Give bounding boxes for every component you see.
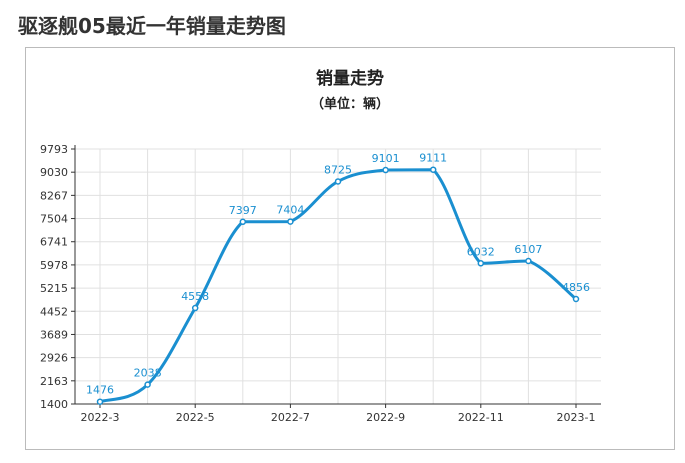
y-tick-label: 2926	[40, 352, 68, 365]
data-label: 7397	[229, 204, 257, 217]
series-line	[99, 168, 577, 404]
data-point	[429, 166, 437, 173]
y-tick-label: 7504	[40, 213, 68, 226]
data-label: 4558	[181, 290, 209, 303]
data-point	[477, 260, 485, 267]
line-chart: 1400 2163 2926 3689 4452 5215 5978 6741 7504 8267…	[40, 143, 601, 424]
data-point	[191, 304, 199, 312]
x-tick-label: 2023-1	[557, 411, 596, 424]
y-tick-label: 9793	[40, 143, 68, 156]
data-point	[525, 257, 532, 265]
y-tick-label: 2163	[40, 375, 68, 388]
data-point	[239, 218, 247, 226]
x-tick-label: 2022-7	[271, 411, 310, 424]
x-tick-label: 2022-11	[458, 411, 504, 424]
y-tick-label: 4452	[40, 305, 68, 318]
data-label: 7404	[276, 204, 304, 217]
y-tick-label: 5978	[40, 259, 68, 272]
chart-title: 销量走势	[316, 69, 384, 89]
x-tick-label: 2022-5	[176, 411, 215, 424]
y-tick-label: 3689	[40, 328, 68, 341]
x-tick-label: 2022-3	[81, 411, 120, 424]
data-point	[144, 381, 151, 388]
data-point	[334, 178, 342, 185]
y-tick-label: 6741	[40, 236, 68, 249]
y-tick-label: 1400	[40, 398, 68, 411]
page-heading: 驱逐舰05最近一年销量走势图	[18, 14, 286, 38]
data-label: 9111	[419, 152, 447, 165]
data-point	[382, 166, 389, 174]
y-tick-label: 5215	[40, 282, 68, 295]
y-tick-label: 9030	[40, 166, 68, 179]
x-tick-label: 2022-9	[366, 411, 405, 424]
data-point	[287, 218, 294, 225]
chart-frame: 销量走势 （单位：辆） 1400 2163 2926 3689 4452 5215 5978…	[25, 47, 675, 450]
data-label: 6032	[467, 245, 495, 258]
data-label: 2038	[134, 367, 162, 380]
data-label: 8725	[324, 163, 352, 176]
data-label: 1476	[86, 384, 114, 397]
chart-subtitle: （单位：辆）	[310, 97, 389, 112]
y-tick-label: 8267	[40, 189, 68, 202]
data-label: 6107	[514, 243, 542, 256]
data-point	[96, 398, 104, 405]
data-label: 4856	[562, 281, 590, 294]
data-point	[572, 295, 580, 303]
data-label: 9101	[372, 152, 400, 165]
